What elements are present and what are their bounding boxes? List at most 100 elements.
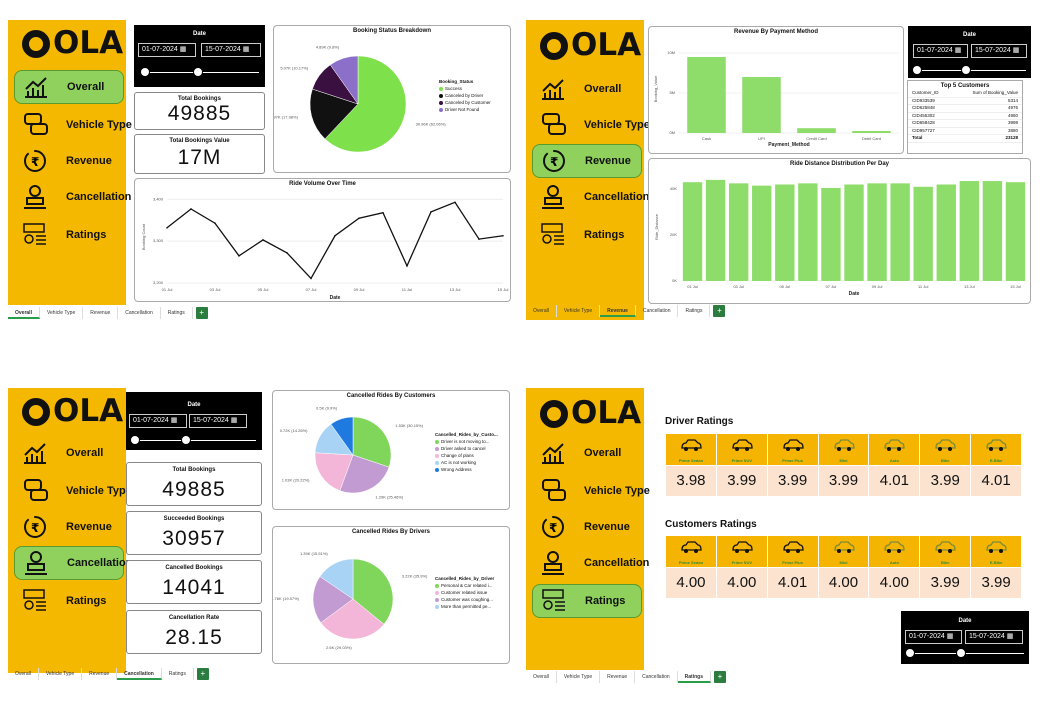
rating-value: 4.00 — [818, 568, 869, 598]
tab-ratings[interactable]: Ratings — [678, 305, 711, 317]
table-row[interactable]: CID625848 4976 — [908, 104, 1022, 113]
nav-cancellation[interactable]: Cancellation — [14, 180, 131, 214]
table-row[interactable]: CID658428 3998 — [908, 119, 1022, 128]
legend-item[interactable]: Driver asked to cancel — [435, 445, 498, 452]
cancelled-by-drivers-panel: Cancelled Rides By Drivers 3.22K (35.9%)… — [272, 526, 510, 664]
table-row[interactable]: CID933539 5314 — [908, 97, 1022, 105]
legend-item[interactable]: Success — [439, 85, 491, 92]
legend-item[interactable]: Customer was coughing... — [435, 596, 494, 603]
legend-item[interactable]: Personal & Car related i... — [435, 582, 494, 589]
add-page-button[interactable]: + — [713, 305, 726, 317]
nav-vehicle-type[interactable]: Vehicle Type — [14, 108, 132, 142]
tab-revenue[interactable]: Revenue — [82, 668, 118, 680]
nav-overall[interactable]: Overall — [14, 70, 124, 104]
nav-revenue[interactable]: ₹ Revenue — [532, 144, 642, 178]
tab-cancellation[interactable]: Cancellation — [636, 305, 679, 317]
tab-overall[interactable]: Overall — [8, 668, 39, 680]
tab-cancellation[interactable]: Cancellation — [635, 671, 678, 683]
nav-overall[interactable]: Overall — [532, 436, 642, 470]
nav-ratings[interactable]: Ratings — [532, 584, 642, 618]
nav-vehicle-type[interactable]: Vehicle Type — [14, 474, 132, 508]
tab-overall[interactable]: Overall — [526, 671, 557, 683]
end-date-input[interactable]: 15-07-2024 ▦ — [971, 44, 1027, 58]
add-page-button[interactable]: + — [714, 671, 726, 683]
tab-ratings[interactable]: Ratings — [677, 671, 711, 683]
slider-end-handle[interactable] — [193, 67, 203, 77]
legend-item[interactable]: Driver is not moving to... — [435, 438, 498, 445]
nav-revenue[interactable]: ₹ Revenue — [532, 510, 642, 544]
svg-text:₹: ₹ — [31, 155, 39, 169]
tab-revenue[interactable]: Revenue — [600, 671, 636, 683]
legend-item[interactable]: AC is not working — [435, 459, 498, 466]
slider-end-handle[interactable] — [961, 65, 971, 75]
add-page-button[interactable]: + — [195, 307, 208, 319]
tab-ratings[interactable]: Ratings — [162, 668, 194, 680]
tab-vehicle-type[interactable]: Vehicle Type — [39, 668, 83, 680]
x-tick-label: 07 Jul — [826, 284, 837, 289]
slider-start-handle[interactable] — [905, 648, 915, 658]
legend-item[interactable]: Canceled by Driver — [439, 92, 491, 99]
table-title: Top 5 Customers — [940, 83, 990, 89]
vehicle-header-cell: Mini — [818, 536, 869, 567]
legend-item[interactable]: Customer related issue — [435, 589, 494, 596]
start-date-input[interactable]: 01-07-2024 ▦ — [905, 630, 962, 644]
cars-icon — [24, 113, 48, 135]
nav-cancellation[interactable]: Cancellation — [14, 546, 132, 580]
start-date-input[interactable]: 01-07-2024 ▦ — [913, 44, 968, 58]
tab-overall[interactable]: Overall — [8, 307, 40, 319]
tab-cancellation[interactable]: Cancellation — [117, 668, 162, 680]
y-tick-label: 40K — [670, 186, 677, 191]
tab-ratings[interactable]: Ratings — [161, 307, 193, 319]
nav-revenue[interactable]: ₹ Revenue — [14, 144, 124, 178]
vehicle-label: Bike — [941, 458, 950, 463]
slider-end-handle[interactable] — [181, 435, 191, 445]
tab-revenue[interactable]: Revenue — [83, 307, 119, 319]
tab-revenue[interactable]: Revenue — [600, 305, 636, 317]
start-date-input[interactable]: 01-07-2024 ▦ — [129, 414, 187, 428]
slider-end-handle[interactable] — [956, 648, 966, 658]
nav-cancellation[interactable]: Cancellation — [532, 180, 649, 214]
nav-revenue[interactable]: ₹ Revenue — [14, 510, 124, 544]
legend-item[interactable]: Canceled by Customer — [439, 99, 491, 106]
slice-data-label: 1.29K (25.46%) — [375, 494, 403, 499]
table-header[interactable]: Customer_ID Sum of Booking_Value — [908, 90, 1022, 98]
tab-vehicle-type[interactable]: Vehicle Type — [40, 307, 84, 319]
nav-vehicle-type[interactable]: Vehicle Type — [532, 474, 650, 508]
nav-overall[interactable]: Overall — [14, 436, 124, 470]
start-date-input[interactable]: 01-07-2024 ▦ — [138, 43, 196, 57]
tab-vehicle-type[interactable]: Vehicle Type — [557, 671, 601, 683]
nav-ratings[interactable]: Ratings — [14, 218, 124, 252]
nav-ratings[interactable]: Ratings — [532, 218, 642, 252]
trend-chart-icon — [542, 443, 564, 464]
tab-vehicle-type[interactable]: Vehicle Type — [557, 305, 601, 317]
nav-ratings[interactable]: Ratings — [14, 584, 124, 618]
legend-item[interactable]: More than permitted pe... — [435, 603, 494, 610]
end-date-input[interactable]: 15-07-2024 ▦ — [965, 630, 1023, 644]
end-date-input[interactable]: 15-07-2024 ▦ — [201, 43, 261, 57]
end-date-input[interactable]: 15-07-2024 ▦ — [189, 414, 247, 428]
add-page-button[interactable]: + — [196, 668, 209, 680]
nav-label: Vehicle Type — [66, 119, 132, 131]
legend-item[interactable]: Wrong Address — [435, 466, 498, 473]
nav-cancellation[interactable]: Cancellation — [532, 546, 649, 580]
tab-cancellation[interactable]: Cancellation — [118, 307, 161, 319]
nav-overall[interactable]: Overall — [532, 72, 642, 106]
slider-start-handle[interactable] — [912, 65, 922, 75]
table-total-row[interactable]: Total 23128 — [908, 134, 1022, 143]
bar — [705, 179, 726, 281]
nav-vehicle-type[interactable]: Vehicle Type — [532, 108, 650, 142]
legend-item[interactable]: Driver Not Found — [439, 106, 491, 113]
slider-start-handle[interactable] — [140, 67, 150, 77]
slice-data-label: 3.22K (35.9%) — [402, 574, 428, 579]
cell: CID658428 — [908, 119, 953, 128]
x-tick-label: Debit Card — [862, 136, 881, 141]
table-row[interactable]: CID957727 3880 — [908, 127, 1022, 135]
rating-value: 4.00 — [666, 568, 716, 598]
table-row[interactable]: CID455302 4960 — [908, 112, 1022, 120]
x-tick-label: 09 Jul — [354, 287, 365, 292]
slider-track — [916, 70, 1026, 71]
legend-item[interactable]: Change of plans — [435, 452, 498, 459]
tab-overall[interactable]: Overall — [526, 305, 557, 317]
bar — [852, 131, 891, 133]
slider-start-handle[interactable] — [130, 435, 140, 445]
